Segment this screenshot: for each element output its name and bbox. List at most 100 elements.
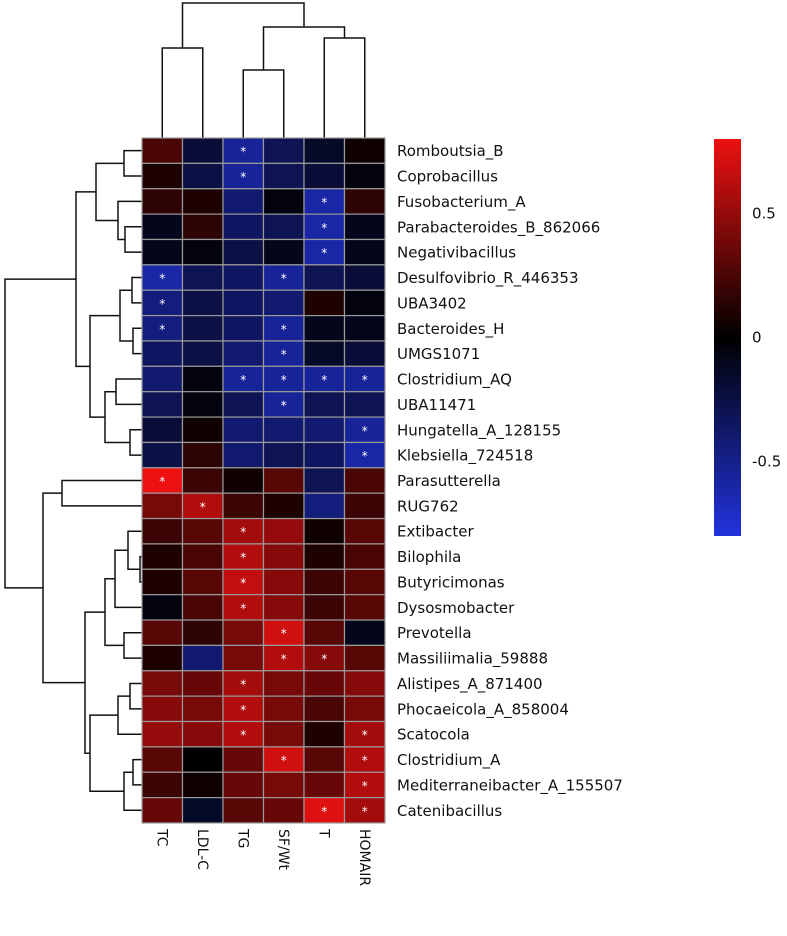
significance-marker: *: [200, 500, 206, 514]
row-label: Fusobacterium_A: [397, 193, 526, 212]
heatmap-cell: [222, 365, 265, 393]
heatmap-cell: [343, 492, 386, 520]
heatmap-cell: [141, 720, 184, 748]
heatmap-cell: [262, 543, 305, 570]
heatmap-cell: [222, 416, 265, 444]
heatmap-cell: [343, 213, 386, 241]
row-label: UBA3402: [397, 294, 467, 312]
significance-marker: *: [281, 373, 287, 387]
significance-marker: *: [240, 525, 246, 539]
significance-marker: *: [281, 627, 287, 641]
row-label: Massiliimalia_59888: [397, 650, 548, 669]
heatmap-cell: [262, 137, 305, 164]
row-label: Extibacter: [397, 523, 474, 541]
row-label: Negativibacillus: [397, 244, 516, 262]
row-label: Prevotella: [397, 624, 472, 642]
significance-marker: *: [362, 804, 368, 818]
row-label: Catenibacillus: [397, 802, 502, 820]
significance-marker: *: [159, 297, 165, 311]
heatmap-cell: [343, 314, 386, 342]
heatmap-cell: [141, 797, 184, 824]
significance-marker: *: [281, 272, 287, 286]
heatmap-cell: [141, 416, 184, 444]
heatmap-cell: [303, 746, 346, 773]
significance-marker: *: [281, 754, 287, 768]
heatmap-cell: [303, 238, 346, 266]
heatmap-cell: [262, 568, 305, 596]
heatmap-cell: [343, 340, 386, 367]
heatmap-cell: [222, 213, 265, 241]
heatmap-cell: [343, 391, 386, 418]
significance-marker: *: [159, 474, 165, 488]
heatmap-cell: [262, 238, 305, 266]
column-label: T: [315, 828, 331, 838]
significance-marker: *: [159, 272, 165, 286]
heatmap-cell: [262, 517, 305, 545]
heatmap-cell: [343, 289, 386, 317]
significance-marker: *: [362, 449, 368, 463]
heatmap-cell: [343, 137, 386, 164]
heatmap-cell: [222, 797, 265, 824]
significance-marker: *: [281, 348, 287, 362]
heatmap-cell: [262, 188, 305, 215]
heatmap-cell: [343, 644, 386, 672]
column-labels: TC LDL-C TG SF/Wt T HOMAIR: [153, 828, 372, 886]
heatmap-cell: [303, 467, 346, 494]
row-label: Hungatella_A_128155: [397, 421, 561, 440]
heatmap-cell: [181, 492, 224, 520]
heatmap-cell: [262, 213, 305, 241]
heatmap-cell: [262, 771, 305, 799]
heatmap-cell: [303, 264, 346, 291]
heatmap-cell: [343, 162, 386, 190]
heatmap-cell: [303, 137, 346, 164]
heatmap-cell: [181, 365, 224, 393]
heatmap-cell: [343, 365, 386, 393]
heatmap-cell: [141, 517, 184, 545]
heatmap-cell: [141, 213, 184, 241]
heatmap-cell: [222, 543, 265, 570]
heatmap-cell: [181, 162, 224, 190]
color-legend: 0.5 0 -0.5: [714, 139, 781, 536]
heatmap-cell: [141, 695, 184, 723]
row-label: Clostridium_AQ: [397, 371, 512, 390]
heatmap-cell: [181, 264, 224, 291]
heatmap-cell: [343, 619, 386, 647]
row-label: Romboutsia_B: [397, 142, 504, 161]
heatmap-cell: [181, 720, 224, 748]
row-label: Dysosmobacter: [397, 599, 515, 617]
legend-tick-label: 0: [752, 329, 762, 347]
heatmap-cell: [343, 746, 386, 773]
heatmap-cell: [222, 188, 265, 215]
heatmap-cell: [343, 695, 386, 723]
heatmap-cell: [181, 695, 224, 723]
row-label: Clostridium_A: [397, 751, 501, 770]
heatmap-cell: [303, 188, 346, 215]
row-label: Bilophila: [397, 548, 461, 566]
row-label: Parasutterella: [397, 472, 501, 490]
heatmap-cell: [303, 771, 346, 799]
heatmap-cell: [181, 416, 224, 444]
heatmap-cell: [343, 594, 386, 621]
heatmap-cell: [141, 594, 184, 621]
heatmap-cell: [303, 162, 346, 190]
heatmap-cell: [222, 289, 265, 317]
column-label: TG: [234, 828, 250, 848]
heatmap-cell: [141, 391, 184, 418]
significance-marker: *: [321, 373, 327, 387]
legend-tick-label: -0.5: [752, 453, 781, 471]
heatmap-cell: [222, 746, 265, 773]
significance-marker: *: [240, 145, 246, 159]
significance-marker: *: [240, 703, 246, 717]
heatmap-cell: [222, 644, 265, 672]
heatmap-cell: [262, 365, 305, 393]
heatmap-cell: [262, 720, 305, 748]
heatmap-cell: [141, 314, 184, 342]
significance-marker: *: [281, 398, 287, 412]
heatmap-cell: [181, 746, 224, 773]
heatmap-cell: [303, 416, 346, 444]
heatmap-cell: [222, 137, 265, 164]
heatmap-cells: * * * * * * * * * * * * * * * * * * * * * * * * * * * * * * * * * * * *: [141, 137, 386, 824]
heatmap-cell: [343, 797, 386, 824]
significance-marker: *: [240, 170, 246, 184]
